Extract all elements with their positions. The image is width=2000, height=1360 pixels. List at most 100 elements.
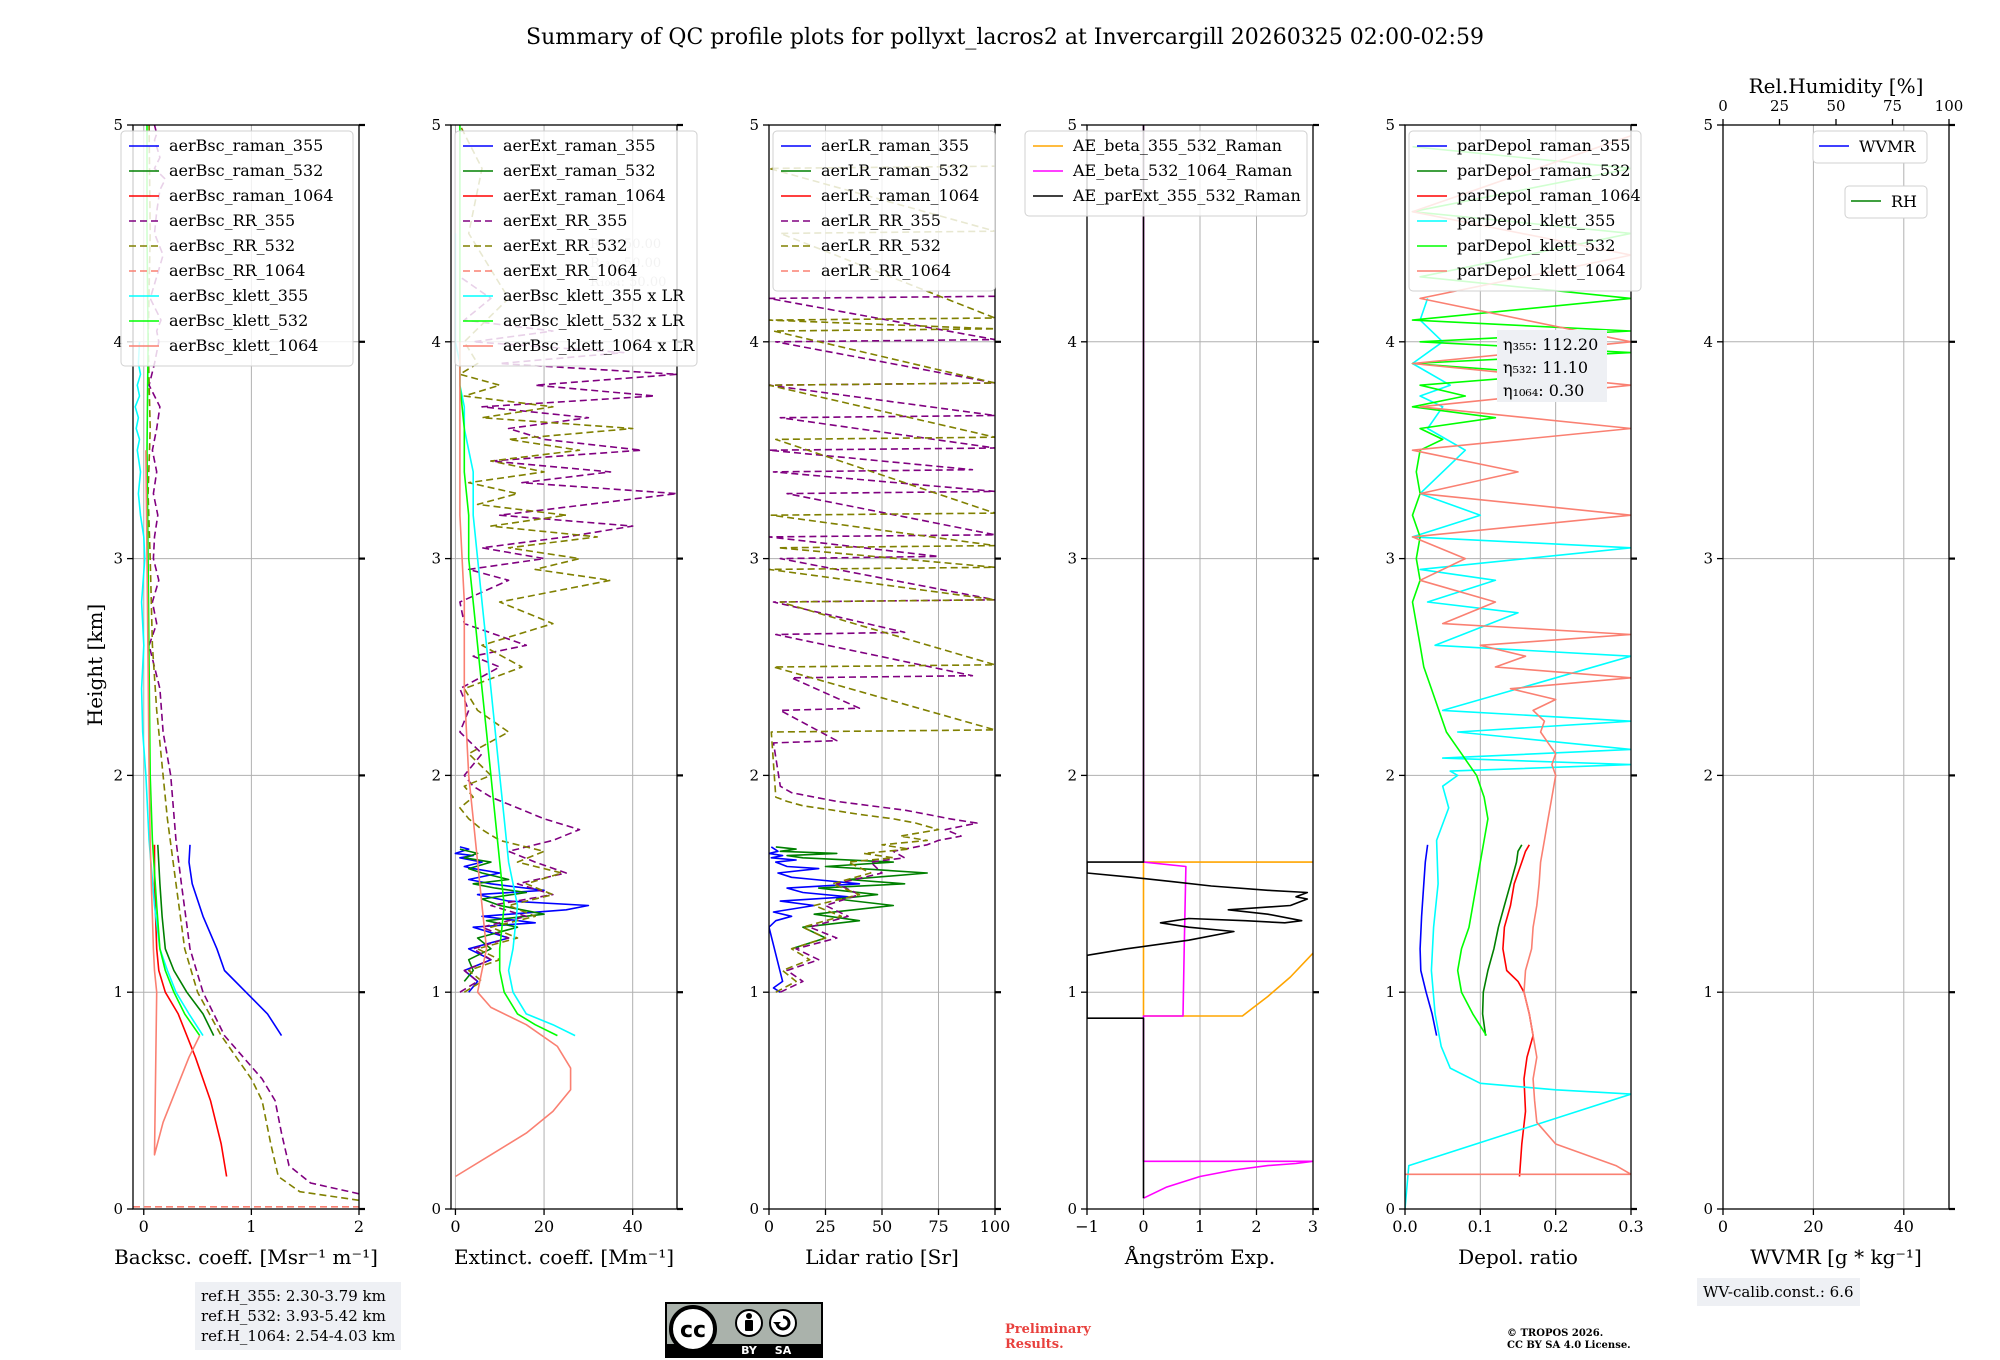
legend: aerExt_raman_355 aerExt_raman_532 aerExt_r… xyxy=(454,130,698,367)
series-line-pardepol-raman-355 xyxy=(1419,844,1438,1036)
legend-box xyxy=(1408,130,1642,292)
series-line-aerext-rr-355 xyxy=(459,276,677,993)
y-tick-label: 5 xyxy=(1067,116,1077,134)
legend: WVMR RH xyxy=(1812,130,1928,219)
y-tick-label: 5 xyxy=(113,116,123,134)
x-axis-label: Backsc. coeff. [Msr⁻¹ m⁻¹] xyxy=(114,1245,378,1269)
legend-entry: AE_beta_532_1064_Raman xyxy=(1072,161,1292,180)
x-axis-label: Ångström Exp. xyxy=(1124,1244,1275,1269)
legend-entry: WVMR xyxy=(1859,137,1916,156)
y-tick-label: 2 xyxy=(1703,766,1713,784)
axes-frame xyxy=(132,124,360,1210)
series-line-pardepol-klett-532 xyxy=(1411,145,1631,1037)
top-x-tick-label: 100 xyxy=(1935,97,1964,115)
legend-entry: aerLR_raman_1064 xyxy=(821,186,979,205)
series-group xyxy=(1405,135,1631,1209)
top-x-tick-label: 0 xyxy=(1718,97,1728,115)
series-line-aerbsc-raman-532 xyxy=(157,844,215,1036)
series-line-aerext-rr-532 xyxy=(459,125,634,993)
series-line-pardepol-raman-532 xyxy=(1481,844,1523,1036)
y-tick-label: 2 xyxy=(1067,766,1077,784)
axes-frame xyxy=(450,124,678,1210)
legend-box xyxy=(772,130,996,292)
x-tick-label: 0 xyxy=(1138,1217,1148,1236)
top-x-tick-label: 25 xyxy=(1770,97,1789,115)
y-tick-label: 2 xyxy=(1385,766,1395,784)
x-tick-label: 50 xyxy=(872,1217,892,1236)
x-tick-label: 3 xyxy=(1308,1217,1318,1236)
y-tick-label: 5 xyxy=(1385,116,1395,134)
legend-entry: parDepol_raman_1064 xyxy=(1457,186,1641,205)
series-group xyxy=(454,125,677,1178)
legend-entry: aerLR_RR_532 xyxy=(821,236,941,255)
cc-by-sa-icon: cc BY SA xyxy=(665,1302,823,1358)
legend: aerLR_raman_355 aerLR_raman_532 aerLR_rama… xyxy=(772,130,996,292)
y-tick-label: 3 xyxy=(431,550,441,568)
series-line-aerbsc-klett-355 xyxy=(134,341,204,1037)
legend-entry: aerExt_RR_532 xyxy=(503,236,627,255)
legend-entry: aerLR_raman_532 xyxy=(821,161,969,180)
legend-entry: aerBsc_klett_532 x LR xyxy=(503,311,685,330)
legend-entry: aerBsc_raman_355 xyxy=(169,136,323,155)
ref-h-355: ref.H_355: 2.30-3.79 km xyxy=(201,1287,386,1305)
y-tick-label: 1 xyxy=(1703,983,1713,1001)
x-tick-label: 0.2 xyxy=(1543,1217,1568,1236)
legend-box xyxy=(120,130,354,367)
legend-entry: parDepol_klett_1064 xyxy=(1457,261,1626,280)
cc-label-sa: SA xyxy=(775,1344,792,1357)
y-tick-label: 1 xyxy=(1067,983,1077,1001)
legend: parDepol_raman_355 parDepol_raman_532 parD… xyxy=(1408,130,1642,292)
series-line-aerext-raman-532 xyxy=(459,848,545,982)
y-tick-label: 0 xyxy=(113,1200,123,1218)
y-axis-label: Height [km] xyxy=(83,604,107,726)
series-line-aerbsc-raman-355 xyxy=(188,844,283,1037)
axes-frame xyxy=(1404,124,1632,1210)
x-tick-label: 2 xyxy=(354,1217,364,1236)
legend-entry: parDepol_raman_355 xyxy=(1457,136,1630,155)
legend-entry: aerBsc_klett_1064 xyxy=(169,336,318,355)
series-line-pardepol-klett-1064 xyxy=(1405,135,1631,1176)
top-axis-label: Rel.Humidity [%] xyxy=(1749,74,1924,98)
y-tick-label: 3 xyxy=(1703,550,1713,568)
x-tick-label: 20 xyxy=(534,1217,554,1236)
copyright-note: © TROPOS 2026. CC BY SA 4.0 License. xyxy=(1507,1328,1631,1352)
x-tick-label: 75 xyxy=(928,1217,948,1236)
y-tick-label: 1 xyxy=(1385,983,1395,1001)
x-tick-label: 100 xyxy=(980,1217,1011,1236)
legend-entry: aerExt_raman_1064 xyxy=(503,186,666,205)
x-tick-label: 40 xyxy=(1894,1217,1914,1236)
legend-entry: aerLR_raman_355 xyxy=(821,136,969,155)
y-tick-label: 3 xyxy=(1385,550,1395,568)
axes-frame xyxy=(1722,124,1950,1210)
y-tick-label: 4 xyxy=(1703,333,1713,351)
series-line-aerlr-rr-355 xyxy=(769,295,995,993)
legend-entry: aerBsc_klett_355 xyxy=(169,286,308,305)
x-tick-label: 0.1 xyxy=(1468,1217,1493,1236)
legend-entry: aerBsc_klett_355 x LR xyxy=(503,286,685,305)
x-tick-label: 0 xyxy=(450,1217,460,1236)
wv-calib-text: WV-calib.const.: 6.6 xyxy=(1703,1283,1854,1301)
eta-annotation-box xyxy=(1497,330,1607,402)
legend-entry: aerBsc_RR_1064 xyxy=(169,261,305,280)
series-line-aerext-raman-355 xyxy=(454,846,590,993)
preliminary-line-2: Results. xyxy=(1005,1337,1064,1352)
y-tick-label: 0 xyxy=(431,1200,441,1218)
legend-box xyxy=(454,130,698,367)
y-tick-label: 2 xyxy=(749,766,759,784)
top-x-tick-label: 50 xyxy=(1826,97,1845,115)
legend-entry: aerBsc_raman_532 xyxy=(169,161,323,180)
sa-share-icon xyxy=(769,1309,797,1337)
panel-2: 0 1 2 3 4 5 0 20 40 Extinct. coeff. [Mm⁻¹] aerExt_… xyxy=(431,116,698,1269)
cc-label-by: BY xyxy=(741,1344,758,1357)
x-axis-label: WVMR [g * kg⁻¹] xyxy=(1750,1245,1922,1269)
figure-title: Summary of QC profile plots for pollyxt_… xyxy=(526,25,1484,50)
series-line-aerlr-raman-355 xyxy=(769,846,861,993)
legend-box xyxy=(1844,185,1928,219)
series-line-aerbsc-rr-532 xyxy=(147,125,359,1202)
legend-entry: aerExt_RR_1064 xyxy=(503,261,638,280)
copyright-line-1: © TROPOS 2026. xyxy=(1507,1328,1604,1339)
wv-calib-box: WV-calib.const.: 6.6 xyxy=(1697,1278,1860,1306)
y-tick-label: 4 xyxy=(1067,333,1077,351)
series-line-aerbsc-klett-1064-x-lr xyxy=(454,341,572,1178)
